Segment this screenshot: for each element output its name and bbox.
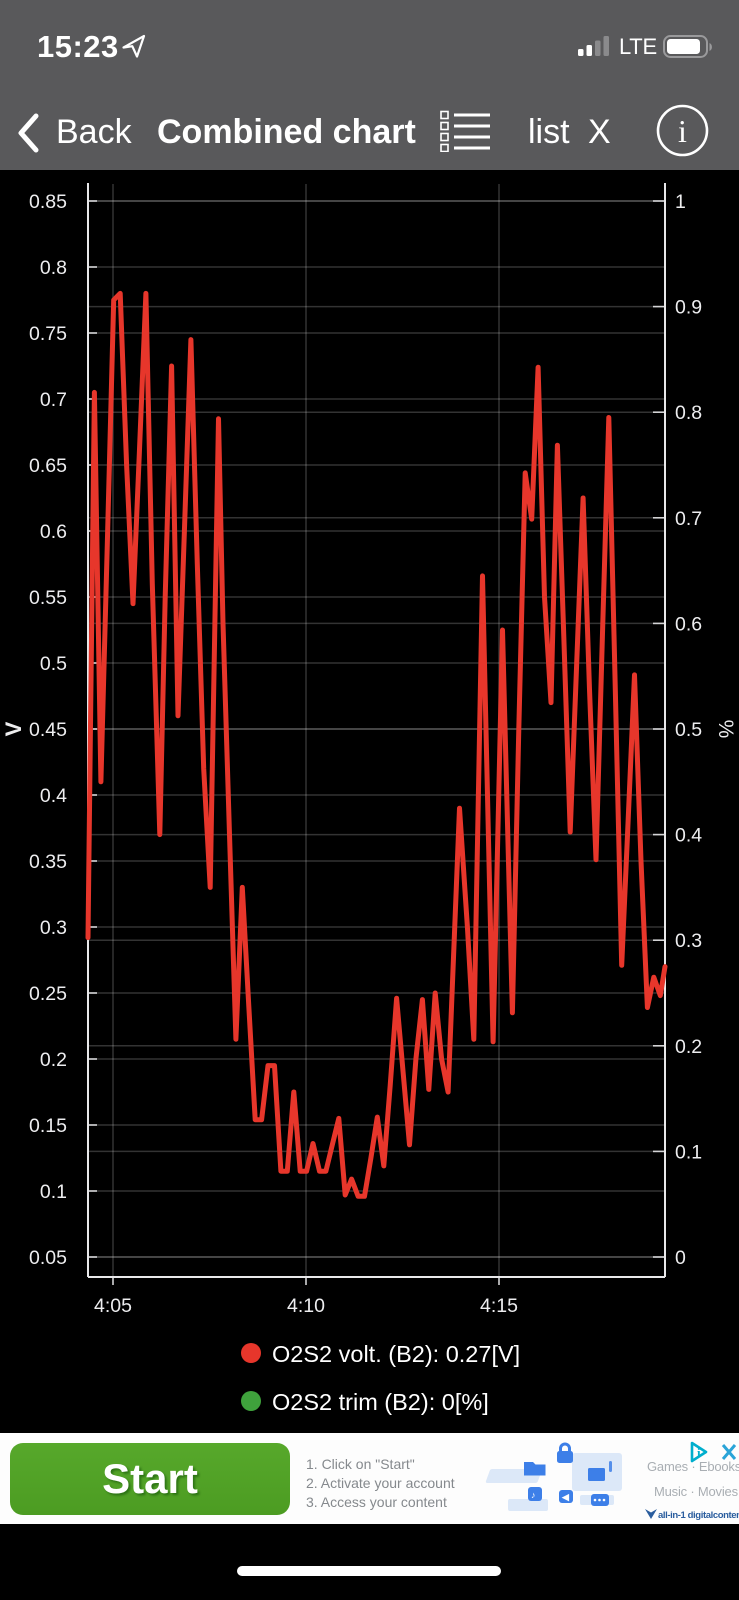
svg-text:0.1: 0.1	[40, 1181, 67, 1203]
svg-text:0.85: 0.85	[29, 191, 67, 213]
svg-text:4:10: 4:10	[287, 1295, 325, 1317]
svg-text:0.7: 0.7	[675, 508, 702, 530]
svg-text:◀: ◀	[561, 1492, 570, 1502]
svg-text:V: V	[1, 721, 26, 736]
svg-text:0.3: 0.3	[40, 917, 67, 939]
svg-text:0.4: 0.4	[675, 825, 702, 847]
svg-text:0.6: 0.6	[675, 613, 702, 635]
svg-text:0.8: 0.8	[675, 402, 702, 424]
svg-text:i: i	[678, 113, 687, 149]
svg-text:0.5: 0.5	[675, 719, 702, 741]
svg-text:1: 1	[675, 191, 686, 213]
svg-text:0.4: 0.4	[40, 785, 67, 807]
svg-text:0.75: 0.75	[29, 323, 67, 345]
svg-text:0.15: 0.15	[29, 1115, 67, 1137]
svg-text:♪: ♪	[531, 1490, 536, 1500]
svg-text:4:05: 4:05	[94, 1295, 132, 1317]
svg-text:0.2: 0.2	[675, 1036, 702, 1058]
svg-text:%: %	[714, 720, 737, 739]
svg-text:0.6: 0.6	[40, 521, 67, 543]
svg-text:0.1: 0.1	[675, 1141, 702, 1163]
svg-text:O2S2 trim (B2): 0[%]: O2S2 trim (B2): 0[%]	[272, 1389, 489, 1415]
svg-text:0: 0	[675, 1247, 686, 1269]
svg-text:0.3: 0.3	[675, 930, 702, 952]
svg-text:i: i	[697, 1445, 701, 1460]
svg-text:0.9: 0.9	[675, 297, 702, 319]
svg-text:0.65: 0.65	[29, 455, 67, 477]
svg-text:0.8: 0.8	[40, 257, 67, 279]
svg-text:0.35: 0.35	[29, 851, 67, 873]
svg-text:0.45: 0.45	[29, 719, 67, 741]
svg-text:0.55: 0.55	[29, 587, 67, 609]
svg-text:0.2: 0.2	[40, 1049, 67, 1071]
svg-text:0.5: 0.5	[40, 653, 67, 675]
svg-text:0.25: 0.25	[29, 983, 67, 1005]
svg-text:4:15: 4:15	[480, 1295, 518, 1317]
svg-text:O2S2 volt. (B2): 0.27[V]: O2S2 volt. (B2): 0.27[V]	[272, 1341, 520, 1367]
svg-text:0.7: 0.7	[40, 389, 67, 411]
svg-text:0.05: 0.05	[29, 1247, 67, 1269]
